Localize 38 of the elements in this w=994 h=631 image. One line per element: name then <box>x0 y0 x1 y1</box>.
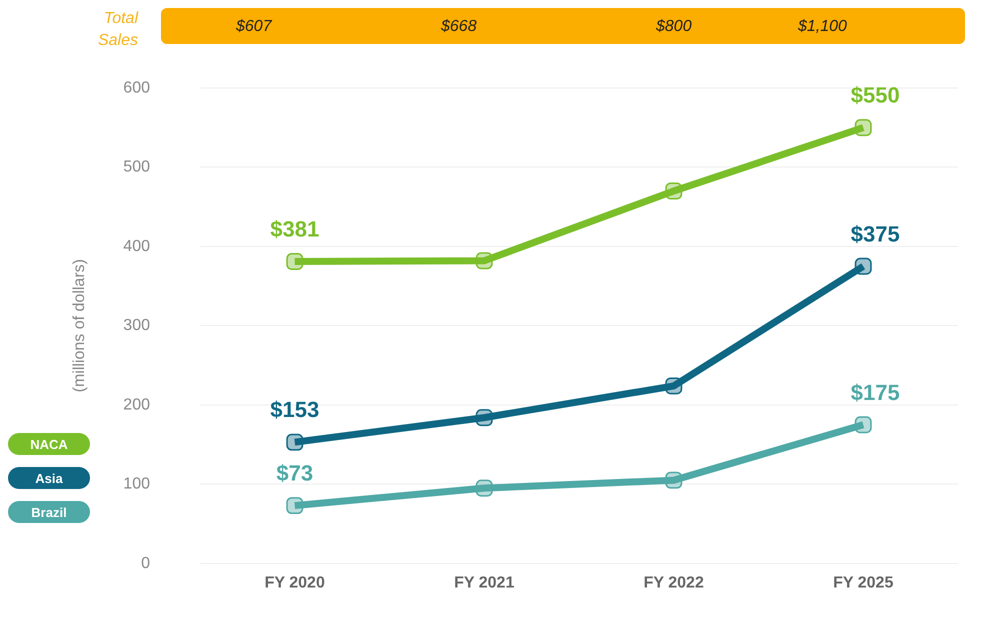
point <box>665 472 682 489</box>
point <box>854 258 872 275</box>
data-label: $375 <box>850 221 900 246</box>
y-tick-label: 600 <box>123 79 150 96</box>
data-label: $153 <box>270 397 320 422</box>
point <box>476 252 493 270</box>
x-tick-label: FY 2021 <box>454 574 514 592</box>
data-label: $550 <box>850 82 900 108</box>
point <box>665 377 682 394</box>
text: $800 <box>656 18 692 36</box>
data-label: $175 <box>850 380 900 405</box>
data-label: $381 <box>270 216 320 242</box>
text: NACA <box>8 433 90 455</box>
point <box>286 253 304 270</box>
x-tick-label: FY 2020 <box>264 574 325 592</box>
y-tick-label: 0 <box>141 554 150 572</box>
y-tick-label: 300 <box>123 317 150 334</box>
data-label: $73 <box>276 460 314 486</box>
point <box>476 409 493 426</box>
point <box>476 480 493 497</box>
text: Asia <box>8 467 90 489</box>
point <box>286 434 304 451</box>
text: $668 <box>441 18 477 36</box>
point <box>854 416 872 434</box>
x-tick-label: FY 2025 <box>833 574 894 592</box>
x-tick-label: FY 2022 <box>644 574 704 592</box>
y-tick-label: 200 <box>123 396 150 414</box>
text: $607 <box>236 18 272 36</box>
text: Brazil <box>8 501 90 523</box>
point <box>286 497 304 514</box>
y-tick-label: 500 <box>123 158 150 176</box>
text: $1,100 <box>798 18 847 36</box>
y-axis-title: (millions of dollars) <box>71 259 88 392</box>
y-tick-label: 400 <box>123 238 150 255</box>
point <box>665 182 682 200</box>
text: Total Sales <box>96 9 138 51</box>
point <box>854 119 872 136</box>
y-tick-label: 100 <box>123 476 150 493</box>
